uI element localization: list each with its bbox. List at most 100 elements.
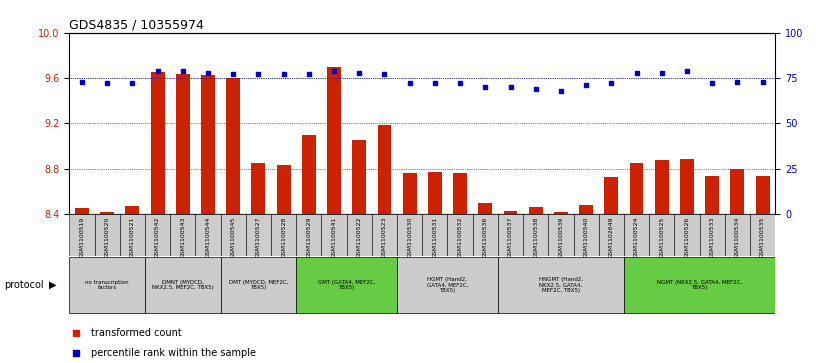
Text: GSM1102649: GSM1102649: [609, 216, 614, 258]
Bar: [403, 174, 417, 214]
Bar: [145, 257, 220, 313]
Bar: [372, 214, 397, 256]
Bar: [69, 214, 95, 256]
Bar: [397, 214, 423, 256]
Bar: [100, 212, 114, 214]
Bar: [599, 214, 624, 256]
Text: GSM1100534: GSM1100534: [735, 216, 740, 258]
Bar: [195, 214, 220, 256]
Text: GSM1100535: GSM1100535: [760, 216, 765, 258]
Bar: [624, 214, 650, 256]
Text: GSM1100530: GSM1100530: [407, 216, 412, 258]
Text: GSM1100522: GSM1100522: [357, 216, 361, 258]
Text: GSM1100521: GSM1100521: [130, 216, 135, 258]
Bar: [472, 214, 498, 256]
Bar: [650, 214, 674, 256]
Bar: [171, 214, 195, 256]
Bar: [296, 257, 397, 313]
Text: GSM1100519: GSM1100519: [79, 216, 85, 258]
Bar: [151, 72, 165, 214]
Bar: [220, 214, 246, 256]
Bar: [277, 166, 290, 214]
Bar: [176, 73, 190, 214]
Bar: [69, 257, 145, 313]
Text: GSM1100528: GSM1100528: [282, 216, 286, 258]
Bar: [95, 214, 120, 256]
Bar: [447, 214, 472, 256]
Text: NGMT (NKX2.5, GATA4, MEF2C,
TBX5): NGMT (NKX2.5, GATA4, MEF2C, TBX5): [657, 280, 742, 290]
Bar: [574, 214, 599, 256]
Text: GSM1100536: GSM1100536: [483, 216, 488, 258]
Text: GSM1100523: GSM1100523: [382, 216, 387, 258]
Bar: [120, 214, 145, 256]
Text: GMT (GATA4, MEF2C,
TBX5): GMT (GATA4, MEF2C, TBX5): [318, 280, 375, 290]
Text: GSM1100544: GSM1100544: [206, 216, 211, 258]
Bar: [498, 214, 523, 256]
Bar: [498, 257, 624, 313]
Text: protocol: protocol: [4, 280, 44, 290]
Bar: [674, 214, 699, 256]
Bar: [302, 135, 316, 214]
Text: transformed count: transformed count: [91, 328, 181, 338]
Text: ▶: ▶: [49, 280, 56, 290]
Text: GSM1100543: GSM1100543: [180, 216, 185, 258]
Bar: [296, 214, 322, 256]
Text: GSM1100540: GSM1100540: [583, 216, 588, 258]
Bar: [705, 176, 719, 214]
Text: DMT (MYOCD, MEF2C,
TBX5): DMT (MYOCD, MEF2C, TBX5): [228, 280, 288, 290]
Bar: [548, 214, 574, 256]
Bar: [699, 214, 725, 256]
Text: GSM1100533: GSM1100533: [710, 216, 715, 258]
Bar: [624, 257, 775, 313]
Text: percentile rank within the sample: percentile rank within the sample: [91, 348, 255, 358]
Bar: [251, 163, 265, 214]
Text: GSM1100538: GSM1100538: [533, 216, 539, 258]
Text: GSM1100532: GSM1100532: [458, 216, 463, 258]
Text: HGMT (Hand2,
GATA4, MEF2C,
TBX5): HGMT (Hand2, GATA4, MEF2C, TBX5): [427, 277, 468, 293]
Bar: [75, 208, 89, 214]
Bar: [478, 203, 492, 214]
Text: GSM1100542: GSM1100542: [155, 216, 160, 258]
Bar: [226, 78, 240, 214]
Bar: [523, 214, 548, 256]
Text: no transcription
factors: no transcription factors: [86, 280, 129, 290]
Bar: [654, 160, 668, 214]
Bar: [327, 67, 341, 214]
Bar: [246, 214, 271, 256]
Text: GSM1100525: GSM1100525: [659, 216, 664, 258]
Bar: [322, 214, 347, 256]
Bar: [503, 211, 517, 214]
Text: GSM1100520: GSM1100520: [104, 216, 109, 258]
Bar: [730, 169, 744, 214]
Text: GSM1100529: GSM1100529: [306, 216, 312, 258]
Text: GSM1100545: GSM1100545: [231, 216, 236, 258]
Bar: [423, 214, 447, 256]
Bar: [453, 174, 467, 214]
Text: HNGMT (Hand2,
NKX2.5, GATA4,
MEF2C, TBX5): HNGMT (Hand2, NKX2.5, GATA4, MEF2C, TBX5…: [539, 277, 583, 293]
Text: GSM1100527: GSM1100527: [256, 216, 261, 258]
Text: DMNT (MYOCD,
NKX2.5, MEF2C, TBX5): DMNT (MYOCD, NKX2.5, MEF2C, TBX5): [152, 280, 214, 290]
Bar: [750, 214, 775, 256]
Text: GSM1100526: GSM1100526: [685, 216, 690, 258]
Bar: [680, 159, 694, 214]
Bar: [126, 206, 140, 214]
Bar: [605, 177, 619, 214]
Bar: [428, 172, 441, 214]
Bar: [201, 75, 215, 214]
Bar: [353, 140, 366, 214]
Bar: [397, 257, 498, 313]
Bar: [145, 214, 171, 256]
Text: GSM1100531: GSM1100531: [432, 216, 437, 258]
Bar: [725, 214, 750, 256]
Bar: [579, 205, 593, 214]
Bar: [529, 207, 543, 214]
Text: GSM1100539: GSM1100539: [558, 216, 563, 258]
Bar: [378, 125, 392, 214]
Text: GSM1100537: GSM1100537: [508, 216, 513, 258]
Text: GSM1100541: GSM1100541: [331, 216, 336, 258]
Bar: [220, 257, 296, 313]
Text: GDS4835 / 10355974: GDS4835 / 10355974: [69, 19, 204, 32]
Bar: [756, 176, 769, 214]
Bar: [630, 163, 644, 214]
Bar: [347, 214, 372, 256]
